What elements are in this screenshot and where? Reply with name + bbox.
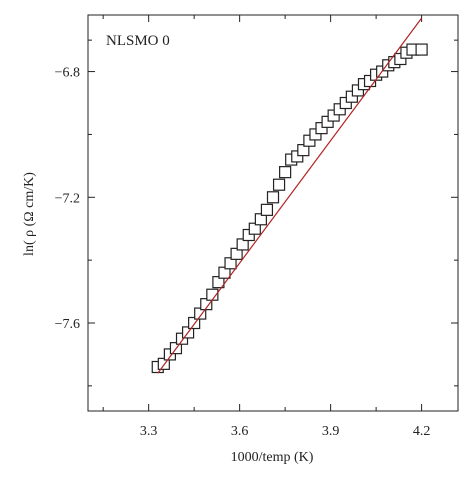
data-points [151,43,428,374]
series-annotation: NLSMO 0 [106,33,170,49]
x-tick-label: 3.6 [231,424,249,439]
data-point [415,43,428,56]
fit-line-group [157,17,423,374]
y-tick-label: −6.8 [55,66,80,81]
data-point [279,166,292,179]
data-point [272,178,286,191]
fit-line [157,17,423,374]
plot-border [87,14,459,412]
x-tick-label: 4.2 [413,424,431,439]
axis-ticks: 3.3 3.6 3.9 4.2 −6.8 −7.2 −7.6 [55,15,458,439]
x-tick-label: 3.3 [140,424,158,439]
x-tick-label: 3.9 [322,424,340,439]
y-tick-label: −7.2 [55,191,80,206]
data-point [266,191,280,204]
x-axis-label: 1000/temp (K) [231,450,314,465]
y-tick-label: −7.6 [55,317,80,332]
data-point [260,203,274,216]
plot-frame [87,14,459,412]
y-axis-label: ln( ρ (Ω cm/K) [22,172,37,256]
